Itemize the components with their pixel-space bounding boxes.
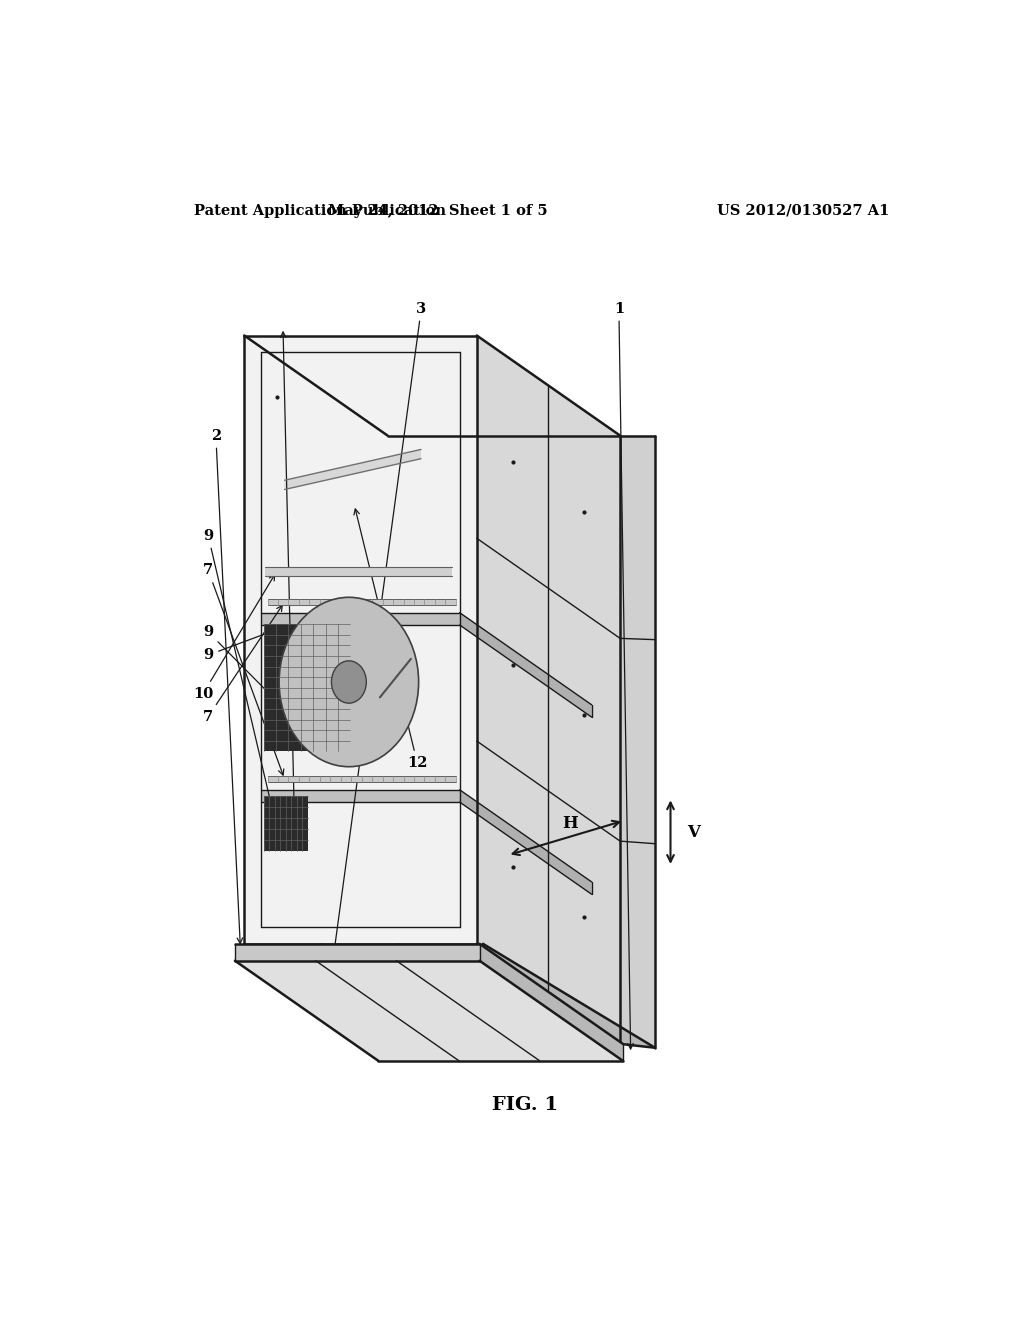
Polygon shape: [265, 566, 452, 576]
Text: 11: 11: [353, 648, 404, 663]
Text: 7: 7: [203, 564, 284, 775]
Text: US 2012/0130527 A1: US 2012/0130527 A1: [717, 203, 890, 218]
Text: FIG. 1: FIG. 1: [492, 1097, 558, 1114]
Text: 2: 2: [211, 429, 243, 944]
Text: Patent Application Publication: Patent Application Publication: [194, 203, 445, 218]
Text: V: V: [687, 824, 700, 841]
Text: 1: 1: [613, 301, 633, 1049]
Polygon shape: [263, 624, 350, 751]
Ellipse shape: [332, 661, 367, 704]
Polygon shape: [245, 944, 621, 1044]
Text: 7: 7: [203, 606, 283, 723]
Text: 9: 9: [203, 628, 276, 663]
Text: 9: 9: [203, 529, 278, 824]
Polygon shape: [460, 789, 592, 894]
Polygon shape: [479, 944, 623, 1061]
Polygon shape: [234, 961, 623, 1061]
Polygon shape: [483, 944, 655, 1048]
Text: 13: 13: [281, 331, 305, 836]
Text: H: H: [562, 816, 578, 832]
Polygon shape: [267, 776, 456, 781]
Text: 9: 9: [203, 624, 278, 702]
Polygon shape: [267, 599, 456, 605]
Text: 3: 3: [332, 301, 426, 953]
Polygon shape: [477, 335, 621, 1044]
Polygon shape: [234, 944, 479, 961]
Polygon shape: [460, 612, 592, 717]
Polygon shape: [245, 335, 477, 944]
Polygon shape: [263, 796, 308, 851]
Text: 12: 12: [354, 510, 427, 770]
Text: May 24, 2012  Sheet 1 of 5: May 24, 2012 Sheet 1 of 5: [328, 203, 548, 218]
Polygon shape: [261, 789, 460, 803]
Polygon shape: [285, 449, 421, 490]
Polygon shape: [261, 612, 460, 626]
Polygon shape: [621, 436, 655, 1048]
Text: 10: 10: [193, 574, 274, 701]
Ellipse shape: [280, 597, 419, 767]
